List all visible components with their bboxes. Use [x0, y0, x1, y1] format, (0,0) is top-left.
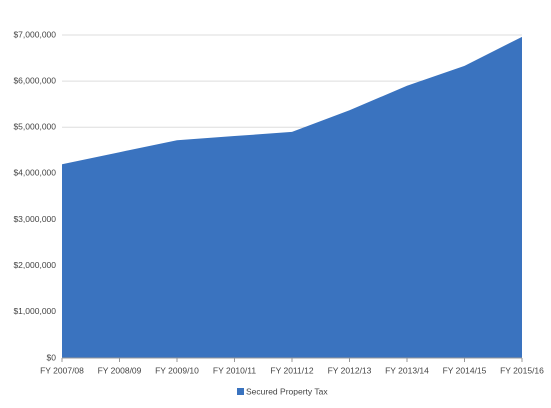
x-tick-label: FY 2010/11 — [213, 365, 256, 375]
y-tick-label: $1,000,000 — [13, 306, 56, 316]
x-tick-label: FY 2015/16 — [500, 365, 544, 375]
y-tick-label: $0 — [47, 352, 57, 362]
x-tick-label: FY 2009/10 — [155, 365, 199, 375]
y-tick-label: $5,000,000 — [13, 122, 56, 132]
x-tick-label: FY 2008/09 — [98, 365, 142, 375]
area — [62, 36, 522, 359]
x-tick-label: FY 2012/13 — [328, 365, 372, 375]
legend-swatch — [237, 388, 244, 395]
legend-label: Secured Property Tax — [246, 386, 328, 396]
x-tick-label: FY 2011/12 — [270, 365, 313, 375]
y-tick-label: $3,000,000 — [13, 214, 56, 224]
y-tick-label: $2,000,000 — [13, 260, 56, 270]
y-tick-label: $7,000,000 — [13, 29, 56, 39]
y-tick-label: $4,000,000 — [13, 168, 56, 178]
y-tick-label: $6,000,000 — [13, 75, 56, 85]
x-tick-label: FY 2013/14 — [385, 365, 429, 375]
x-tick-label: FY 2014/15 — [443, 365, 487, 375]
x-tick-label: FY 2007/08 — [40, 365, 84, 375]
